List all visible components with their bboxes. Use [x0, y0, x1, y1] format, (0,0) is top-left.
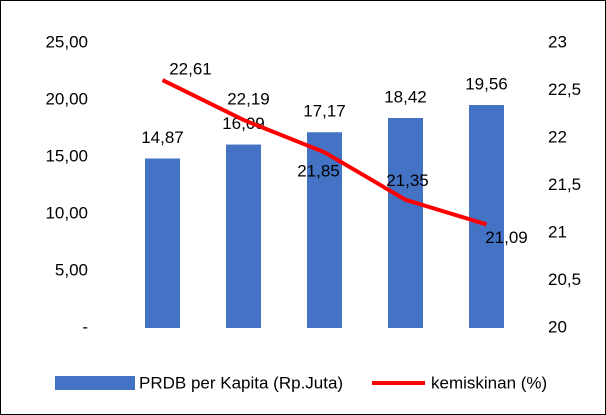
y2-tick-label: 21,5: [548, 175, 581, 194]
y2-tick-label: 22,5: [548, 80, 581, 99]
value-label: 22,61: [169, 60, 212, 79]
y2-tick-label: 22: [548, 127, 567, 146]
y-tick-label: 15,00: [45, 146, 88, 165]
value-label: 21,85: [297, 162, 340, 181]
legend-swatch: [55, 376, 135, 390]
bar: [145, 158, 180, 328]
value-label: 21,35: [386, 171, 429, 190]
y-tick-label: 20,00: [45, 89, 88, 108]
y2-tick-label: 20: [548, 317, 567, 336]
bar: [307, 132, 342, 328]
y-tick-label: 25,00: [45, 32, 88, 51]
value-label: 21,09: [485, 228, 528, 247]
value-label: 16,09: [222, 114, 265, 133]
y2-tick-label: 23: [548, 32, 567, 51]
legend-label: PRDB per Kapita (Rp.Juta): [139, 373, 343, 392]
line: [161, 78, 488, 227]
y2-tick-label: 20,5: [548, 270, 581, 289]
y-tick-label: 10,00: [45, 203, 88, 222]
y2-tick-label: 21: [548, 222, 567, 241]
value-label: 19,56: [465, 75, 508, 94]
value-label: 17,17: [303, 102, 346, 121]
bar: [469, 105, 504, 329]
bar: [226, 144, 261, 328]
value-label: 22,19: [227, 89, 270, 108]
bar: [388, 118, 423, 329]
value-label: 14,87: [141, 128, 184, 147]
legend-label: kemiskinan (%): [431, 373, 547, 392]
y-tick-label: -: [82, 317, 88, 336]
value-label: 18,42: [384, 87, 427, 106]
y-tick-label: 5,00: [55, 260, 88, 279]
